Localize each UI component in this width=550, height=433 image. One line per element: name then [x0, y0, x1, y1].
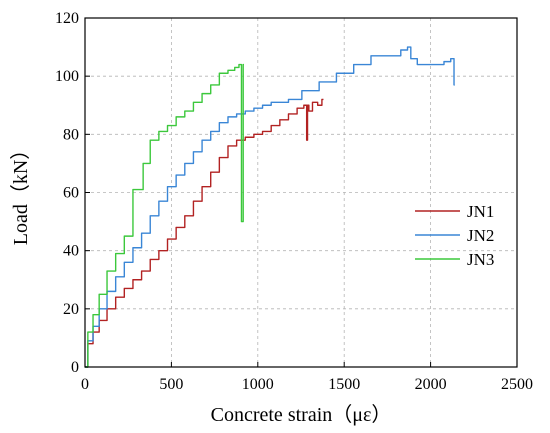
x-tick-label: 0	[81, 376, 89, 393]
y-tick-label: 0	[71, 359, 79, 376]
x-axis-title: Concrete strain（με）	[211, 403, 392, 426]
y-tick-label: 100	[55, 68, 79, 85]
y-tick-label: 40	[63, 243, 79, 260]
x-tick-label: 2000	[415, 376, 447, 393]
y-tick-label: 80	[63, 126, 79, 143]
x-tick-label: 2500	[501, 376, 533, 393]
legend-label-jn1: JN1	[467, 202, 494, 221]
y-tick-label: 20	[63, 301, 79, 318]
axis-ticks	[84, 17, 518, 368]
y-tick-label: 60	[63, 185, 79, 202]
grid-lines	[85, 18, 517, 367]
series-lines	[85, 46, 455, 368]
legend-label-jn2: JN2	[467, 226, 494, 245]
x-tick-label: 1500	[328, 376, 360, 393]
tick-labels: 0 500 1000 1500 2000 2500 0 20 40 60 80 100 120	[55, 10, 533, 393]
series-line-jn2	[85, 46, 455, 368]
x-tick-label: 1000	[242, 376, 274, 393]
series-line-jn3	[85, 63, 244, 368]
legend-label-jn3: JN3	[467, 250, 494, 269]
x-tick-label: 500	[159, 376, 183, 393]
y-tick-label: 120	[55, 10, 79, 27]
y-axis-title: Load（kN）	[9, 140, 32, 246]
legend: JN1 JN2 JN3	[415, 202, 494, 269]
series-line-jn1	[85, 98, 324, 368]
